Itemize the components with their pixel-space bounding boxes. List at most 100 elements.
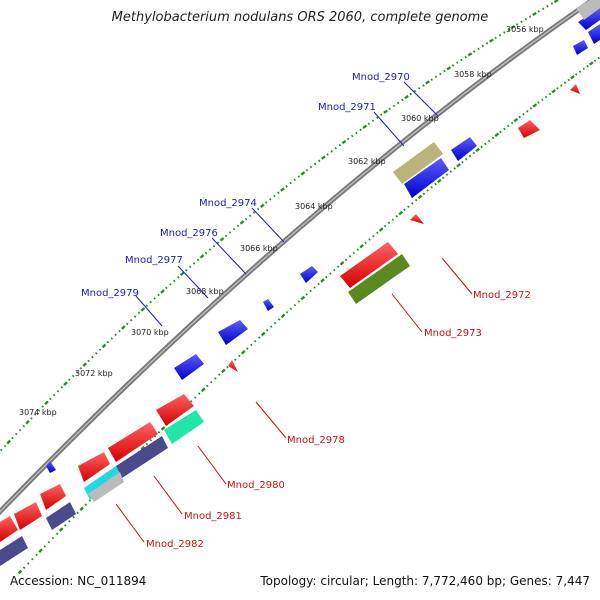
gene-feature-2977[interactable]	[218, 320, 248, 345]
tick-mark	[550, 2, 554, 5]
gene-feature-2978[interactable]	[228, 360, 238, 372]
tick-mark	[498, 33, 502, 37]
gene-feature-3061[interactable]	[410, 214, 424, 224]
tick-mark	[378, 227, 384, 232]
tick-mark	[252, 211, 256, 214]
tick-mark	[551, 89, 557, 94]
gene-label-mnod-2979[interactable]: Mnod_2979	[81, 288, 139, 299]
tick-mark	[529, 107, 533, 110]
gene-feature-2987[interactable]	[14, 502, 42, 530]
gene-feature-2970[interactable]	[451, 137, 477, 161]
gene-feature-2972[interactable]	[340, 242, 398, 288]
gene-feature-3058[interactable]	[588, 24, 600, 44]
gene-feature-3060[interactable]	[518, 120, 540, 138]
rna-feature-2980[interactable]	[164, 410, 204, 444]
rna-feature-slate-a[interactable]	[116, 436, 168, 478]
gene-label-mnod-2977[interactable]: Mnod_2977	[125, 255, 183, 266]
tick-mark	[348, 255, 352, 258]
gene-feature-3059[interactable]	[570, 84, 580, 94]
tick-mark	[553, 0, 559, 4]
gene-feature-small[interactable]	[46, 461, 56, 473]
tick-mark	[44, 400, 49, 406]
tick-mark	[376, 231, 379, 235]
gene-label-mnod-2980[interactable]: Mnod_2980	[227, 480, 285, 491]
gene-label-mnod-2982[interactable]: Mnod_2982	[146, 539, 204, 550]
tick-mark	[265, 328, 269, 332]
tick-mark	[548, 92, 552, 96]
tick-mark	[487, 139, 491, 143]
rna-feature-slate-c[interactable]	[0, 536, 28, 566]
gene-feature-3057[interactable]	[573, 40, 588, 55]
gene-feature-2974[interactable]	[300, 266, 318, 283]
rna-feature-slate-b[interactable]	[46, 502, 76, 530]
tick-mark	[236, 224, 240, 228]
tick-label-3070: 3070 kbp	[131, 328, 169, 337]
tick-mark	[26, 562, 30, 565]
tick-mark	[309, 289, 312, 293]
gene-label-mnod-2971[interactable]: Mnod_2971	[318, 102, 376, 113]
tick-mark	[91, 355, 94, 359]
tick-mark	[388, 107, 392, 111]
tick-mark	[472, 151, 476, 155]
tick-mark	[184, 269, 188, 272]
gene-label-mnod-2972[interactable]: Mnod_2972	[473, 290, 531, 301]
tick-mark	[532, 11, 537, 17]
tick-mark	[338, 143, 342, 147]
tick-label-3064: 3064 kbp	[295, 202, 333, 211]
tick-mark	[31, 557, 34, 561]
rna-feature-2973[interactable]	[348, 254, 410, 304]
gene-label-mnod-2973[interactable]: Mnod_2973	[424, 328, 482, 339]
tick-mark	[216, 241, 220, 244]
tick-mark	[226, 365, 229, 369]
tick-mark	[559, 84, 563, 87]
tick-mark	[437, 178, 442, 184]
tick-mark	[293, 303, 297, 307]
gene-feature-2979[interactable]	[174, 354, 204, 380]
tick-mark	[422, 84, 425, 87]
tick-mark	[403, 208, 406, 212]
tick-mark	[244, 217, 248, 221]
gene-feature-2986[interactable]	[40, 484, 66, 510]
gene-label-mnod-2978[interactable]: Mnod_2978	[287, 435, 345, 446]
gene-feature-2976[interactable]	[263, 299, 274, 311]
inner-tick-track	[17, 56, 600, 575]
tick-mark	[542, 7, 545, 11]
gene-feature-3056[interactable]	[578, 8, 600, 30]
tick-mark	[333, 268, 336, 272]
gene-label-mnod-2976[interactable]: Mnod_2976	[160, 228, 218, 239]
tick-mark	[52, 393, 56, 397]
gene-label-mnod-2970[interactable]: Mnod_2970	[352, 72, 410, 83]
rna-feature-olive[interactable]	[393, 142, 443, 184]
tick-mark	[414, 198, 418, 202]
tick-mark	[51, 536, 55, 540]
tick-mark	[481, 44, 485, 48]
tick-mark	[484, 142, 487, 146]
gene-feature-2985[interactable]	[78, 452, 110, 482]
gene-feature-2988[interactable]	[0, 516, 18, 542]
tick-mark	[396, 101, 400, 105]
rna-feature-gray-top[interactable]	[576, 0, 600, 20]
tick-mark	[234, 358, 237, 361]
tick-mark	[309, 165, 313, 169]
gene-feature-2984[interactable]	[108, 422, 158, 462]
tick-mark	[293, 178, 296, 182]
tick-mark	[461, 160, 464, 164]
gene-feature-2983[interactable]	[156, 394, 194, 426]
tick-mark	[30, 417, 33, 420]
tick-mark	[14, 432, 18, 436]
tick-mark	[460, 58, 463, 62]
tick-mark	[206, 384, 209, 388]
tick-mark	[145, 304, 149, 308]
gene-label-mnod-2981[interactable]: Mnod_2981	[184, 511, 242, 522]
tick-mark	[453, 167, 456, 170]
tick-mark	[392, 104, 396, 108]
tick-mark	[434, 75, 438, 79]
rna-feature-2982[interactable]	[88, 472, 124, 502]
tick-mark	[280, 313, 286, 319]
gene-label-mnod-2974[interactable]: Mnod_2974	[199, 198, 257, 209]
tick-mark	[516, 23, 519, 26]
tick-mark	[507, 124, 510, 128]
gene-feature-2971[interactable]	[404, 158, 449, 198]
tick-mark	[82, 362, 88, 367]
